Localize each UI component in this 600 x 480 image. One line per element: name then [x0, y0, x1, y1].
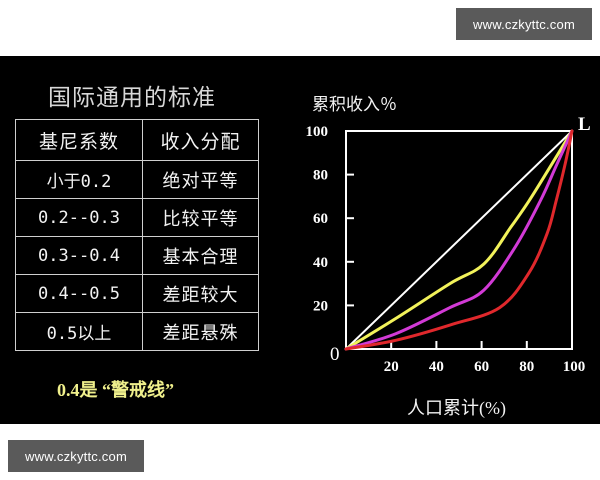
lorenz-curve-3 — [344, 129, 574, 351]
x-tick-label: 80 — [519, 359, 534, 375]
y-tick-label: 20 — [313, 298, 328, 314]
watermark-bottom: www.czkyttc.com — [8, 440, 144, 472]
x-tick-label: 20 — [384, 359, 399, 375]
y-tick-label: 100 — [306, 124, 329, 140]
table-row: 0.2--0.3 比较平等 — [15, 198, 259, 237]
lorenz-label: L — [578, 114, 591, 135]
x-tick-label: 60 — [474, 359, 489, 375]
slide: 国际通用的标准 基尼系数 收入分配 小于0.2 绝对平等 0.2--0.3 比较… — [0, 56, 600, 424]
gini-range-cell: 0.2--0.3 — [15, 198, 143, 237]
slide-title: 国际通用的标准 — [48, 85, 216, 111]
table-header-row: 基尼系数 收入分配 — [15, 119, 259, 161]
distribution-cell: 差距较大 — [142, 274, 259, 313]
y-tick-label: 80 — [313, 168, 328, 184]
plot-frame — [345, 130, 573, 350]
gini-range-cell: 0.4--0.5 — [15, 274, 143, 313]
gini-standard-table: 基尼系数 收入分配 小于0.2 绝对平等 0.2--0.3 比较平等 0.3--… — [15, 119, 259, 351]
x-tick-label: 40 — [429, 359, 444, 375]
x-tick-label: 100 — [563, 359, 586, 375]
header-income-distribution: 收入分配 — [142, 119, 259, 161]
table-row: 0.3--0.4 基本合理 — [15, 236, 259, 275]
y-axis-title: 累积收入％ — [312, 95, 397, 115]
table-row: 0.5以上 差距悬殊 — [15, 312, 259, 351]
watermark-top: www.czkyttc.com — [456, 8, 592, 40]
header-gini-coefficient: 基尼系数 — [15, 119, 143, 161]
table-row: 0.4--0.5 差距较大 — [15, 274, 259, 313]
y-tick-label: 60 — [313, 211, 328, 227]
gini-range-cell: 小于0.2 — [15, 160, 143, 199]
lorenz-curve-2 — [344, 129, 574, 351]
warning-line-note: 0.4是 “警戒线” — [57, 380, 174, 400]
lorenz-curve-chart: 累积收入％ L 0 人口累计(%) 20 40 60 80 100 20 40 60 80 100 — [306, 95, 591, 419]
distribution-cell: 差距悬殊 — [142, 312, 259, 351]
distribution-cell: 比较平等 — [142, 198, 259, 237]
lorenz-curves — [344, 129, 574, 351]
y-tick-label: 40 — [313, 255, 328, 271]
x-axis-title: 人口累计(%) — [407, 398, 506, 419]
origin-label: 0 — [330, 344, 340, 365]
gini-range-cell: 0.3--0.4 — [15, 236, 143, 275]
plot-border — [345, 130, 573, 350]
equality-line — [345, 130, 573, 350]
axis-ticks: 20 40 60 80 100 20 40 60 80 100 — [306, 124, 586, 375]
lorenz-curve-1 — [344, 129, 574, 351]
gini-range-cell: 0.5以上 — [15, 312, 143, 351]
